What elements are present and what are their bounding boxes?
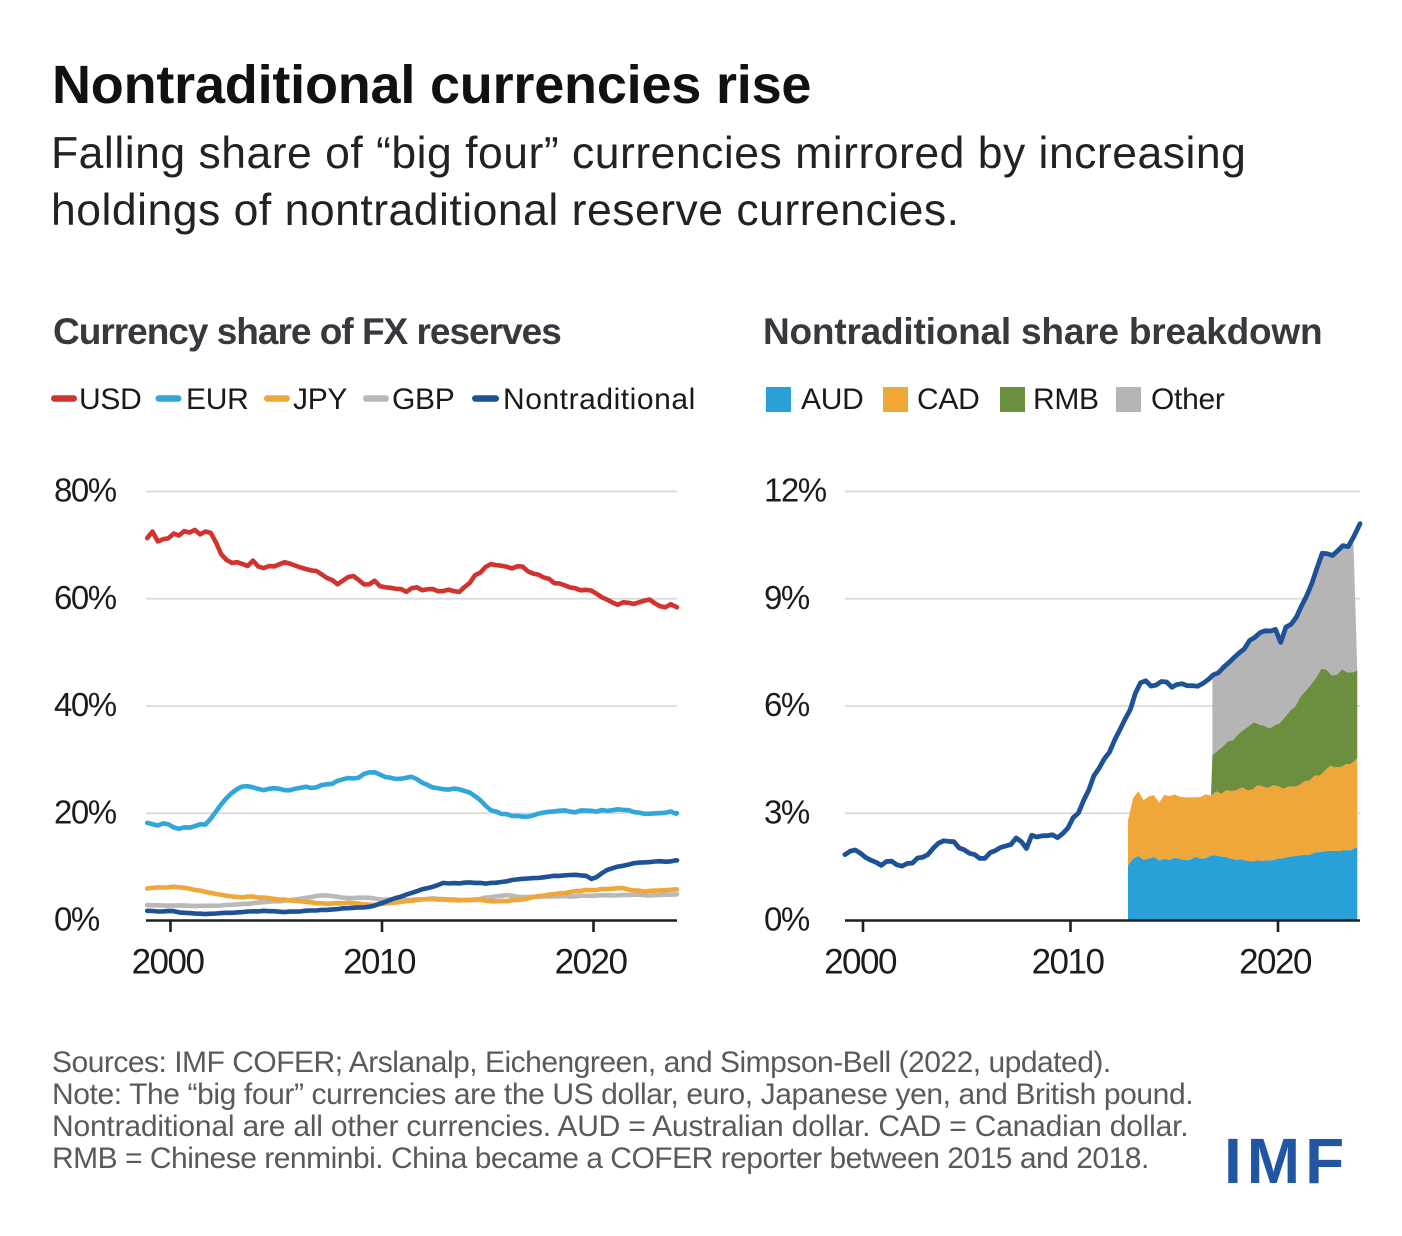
svg-text:2010: 2010: [1032, 943, 1105, 982]
svg-text:RMB: RMB: [1033, 383, 1099, 416]
svg-text:holdings of nontraditional res: holdings of nontraditional reserve curre…: [51, 186, 960, 235]
svg-text:JPY: JPY: [293, 383, 347, 416]
svg-text:0%: 0%: [54, 901, 100, 938]
svg-text:2000: 2000: [132, 943, 205, 982]
svg-text:RMB = Chinese renminbi. China: RMB = Chinese renminbi. China became a C…: [52, 1142, 1149, 1175]
svg-text:9%: 9%: [764, 579, 810, 616]
svg-text:2020: 2020: [555, 943, 628, 982]
svg-text:Currency share of FX reserves: Currency share of FX reserves: [53, 311, 561, 352]
svg-text:3%: 3%: [764, 793, 810, 830]
svg-text:Note: The “big four” currencie: Note: The “big four” currencies are the …: [52, 1078, 1193, 1111]
svg-text:Sources: IMF COFER; Arslanalp,: Sources: IMF COFER; Arslanalp, Eichengre…: [52, 1046, 1111, 1079]
svg-text:0%: 0%: [764, 901, 810, 938]
svg-text:GBP: GBP: [392, 383, 454, 416]
svg-text:IMF: IMF: [1224, 1125, 1349, 1197]
svg-text:40%: 40%: [54, 686, 117, 723]
svg-text:Falling share of “big four” cu: Falling share of “big four” currencies m…: [51, 129, 1246, 178]
svg-text:EUR: EUR: [186, 383, 248, 416]
svg-text:Nontraditional: Nontraditional: [503, 383, 696, 416]
svg-text:20%: 20%: [54, 793, 117, 830]
svg-text:USD: USD: [79, 383, 141, 416]
svg-text:Other: Other: [1151, 383, 1225, 416]
svg-text:2000: 2000: [824, 943, 897, 982]
svg-text:CAD: CAD: [917, 383, 979, 416]
svg-text:2020: 2020: [1239, 943, 1312, 982]
svg-text:80%: 80%: [54, 472, 117, 509]
svg-text:6%: 6%: [764, 686, 810, 723]
svg-text:Nontraditional are all other c: Nontraditional are all other currencies.…: [52, 1110, 1188, 1143]
svg-text:60%: 60%: [54, 579, 117, 616]
svg-text:AUD: AUD: [801, 383, 863, 416]
svg-text:2010: 2010: [343, 943, 416, 982]
svg-text:Nontraditional currencies rise: Nontraditional currencies rise: [52, 55, 811, 115]
svg-text:12%: 12%: [764, 472, 827, 509]
svg-text:Nontraditional share breakdown: Nontraditional share breakdown: [763, 311, 1322, 352]
